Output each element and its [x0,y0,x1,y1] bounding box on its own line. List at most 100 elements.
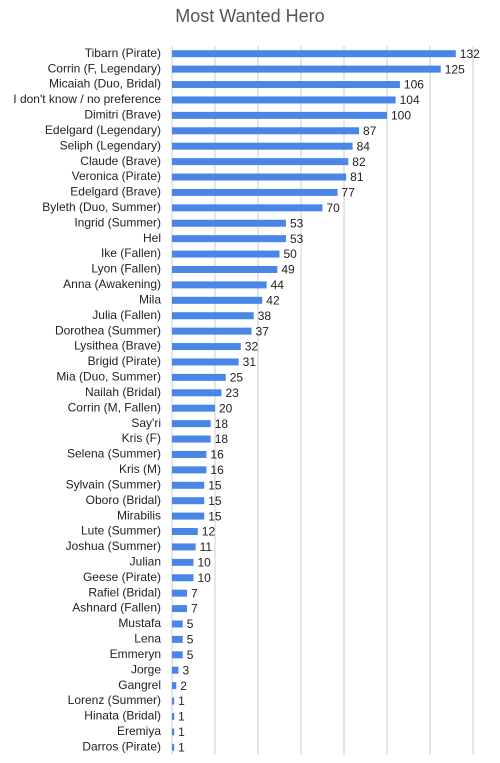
bar [172,235,286,243]
bar [172,404,215,412]
bar [172,389,222,397]
bar [172,127,360,135]
y-tick-label: Julia (Fallen) [92,308,161,322]
data-label: 15 [208,494,222,508]
bar [172,173,347,181]
y-tick-label: Claude (Brave) [80,154,161,168]
y-tick-label: I don't know / no preference [13,92,161,106]
data-label: 10 [198,556,212,570]
data-label: 5 [187,648,194,662]
bar [172,558,194,566]
data-label: 37 [256,324,270,338]
data-label: 20 [219,401,233,415]
data-label: 32 [245,340,259,354]
data-label: 31 [243,355,257,369]
bar [172,265,278,273]
data-label: 25 [230,371,244,385]
data-label: 49 [281,263,295,277]
y-tick-label: Oboro (Bridal) [86,493,161,507]
y-tick-label: Mila [139,292,161,306]
y-tick-label: Julian [130,555,161,569]
data-label: 125 [445,62,465,76]
y-tick-label: Hel [143,231,161,245]
bar [172,512,205,520]
bar [172,312,254,320]
y-tick-label: Edelgard (Legendary) [45,123,161,137]
y-tick-label: Nailah (Bridal) [85,385,161,399]
data-label: 53 [290,232,304,246]
y-tick-label: Hinata (Bridal) [84,709,161,723]
data-label: 100 [391,109,411,123]
bar [172,635,183,643]
bar [172,343,241,351]
bar [172,466,207,474]
bar [172,589,188,597]
y-tick-label: Ike (Fallen) [101,246,161,260]
bar [172,651,183,659]
data-label: 50 [284,247,298,261]
data-label: 18 [215,417,229,431]
data-label: 1 [178,725,185,739]
y-tick-label: Joshua (Summer) [66,539,161,553]
data-label: 11 [200,540,213,554]
bar [172,111,387,119]
data-label: 42 [266,293,280,307]
data-label: 44 [271,278,285,292]
data-label: 12 [202,525,216,539]
y-tick-label: Dorothea (Summer) [55,323,161,337]
y-tick-label: Tibarn (Pirate) [85,46,161,60]
y-tick-label: Darros (Pirate) [82,739,161,753]
data-label: 1 [178,694,185,708]
bar [172,543,196,551]
bar [172,620,183,628]
data-label: 15 [208,509,222,523]
y-tick-label: Corrin (F, Legendary) [48,61,161,75]
bar [172,250,280,258]
bar [172,605,188,613]
data-label: 84 [357,139,371,153]
data-label: 81 [350,170,364,184]
data-label: 5 [187,617,194,631]
y-tick-label: Selena (Summer) [67,447,161,461]
bar [172,81,400,89]
bar [172,420,211,428]
y-tick-label: Lute (Summer) [81,524,161,538]
y-tick-label: Kris (M) [119,462,161,476]
data-label: 38 [258,309,272,323]
bar [172,712,175,720]
bar [172,682,177,690]
bar [172,50,456,58]
y-tick-label: Ingrid (Summer) [74,215,161,229]
y-tick-label: Emmeryn [110,647,161,661]
data-label: 5 [187,633,194,647]
y-tick-label: Lyon (Fallen) [91,262,161,276]
y-tick-label: Sylvain (Summer) [66,477,161,491]
data-label: 106 [404,78,424,92]
data-label: 1 [178,710,185,724]
y-tick-label: Kris (F) [122,431,161,445]
chart-title: Most Wanted Hero [175,6,324,26]
bar [172,435,211,443]
data-label: 87 [363,124,377,138]
bar [172,528,198,536]
y-tick-label: Veronica (Pirate) [72,169,161,183]
y-tick-label: Say'ri [131,416,161,430]
y-tick-label: Lorenz (Summer) [68,693,161,707]
bar [172,450,207,458]
y-tick-label: Eremiya [117,724,161,738]
bar [172,204,323,212]
bar [172,666,179,674]
bar [172,327,252,335]
y-tick-label: Ashnard (Fallen) [72,601,161,615]
bar [172,219,286,227]
data-label: 77 [342,186,356,200]
data-label: 7 [191,586,198,600]
bar [172,697,175,705]
y-tick-label: Micaiah (Duo, Bridal) [49,77,161,91]
bar [172,743,175,751]
bar [172,373,226,381]
data-label: 10 [198,571,212,585]
data-label: 2 [180,679,187,693]
y-tick-label: Jorge [131,662,161,676]
